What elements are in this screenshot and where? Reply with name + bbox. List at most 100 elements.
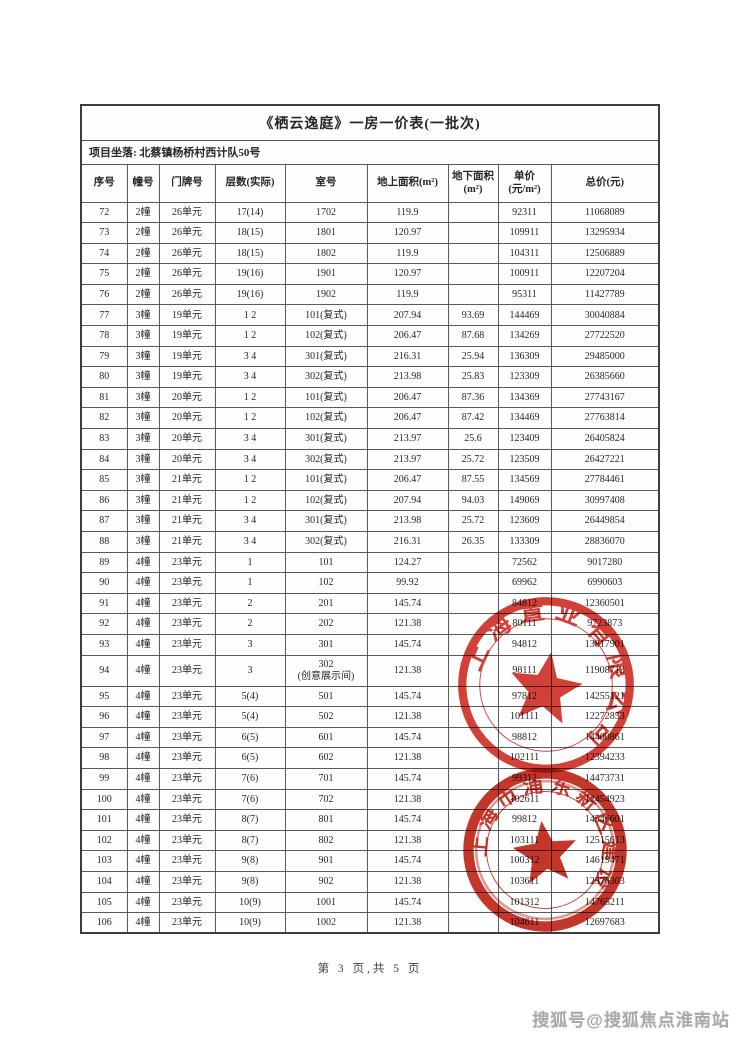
cell-unit: 26单元 [158, 201, 216, 224]
table-row: 91 4幢 23单元 2 201 145.74 84812 12360501 [80, 592, 660, 615]
cell-room: 902 [284, 870, 368, 893]
cell-total-price: 9723873 [550, 613, 660, 635]
cell-area-above: 120.97 [366, 222, 449, 244]
cell-room: 701 [284, 767, 368, 790]
cell-index: 101 [80, 809, 128, 831]
cell-unit-price: 100312 [497, 850, 552, 872]
table-row: 97 4幢 23单元 6(5) 601 145.74 98812 14400861 [80, 726, 660, 749]
cell-index: 80 [80, 366, 128, 388]
cell-area-above: 206.47 [366, 325, 449, 347]
cell-unit: 23单元 [158, 912, 216, 934]
table-row: 96 4幢 23单元 5(4) 502 121.38 101111 12272853 [80, 706, 660, 728]
table-row: 93 4幢 23单元 3 301 145.74 94812 13817901 [80, 633, 660, 656]
cell-area-below: 93.69 [447, 304, 499, 327]
cell-room: 101 [284, 551, 368, 574]
cell-index: 100 [80, 788, 128, 811]
column-header: 单价 (元/m²) [497, 163, 552, 203]
cell-area-below [447, 283, 499, 306]
cell-index: 78 [80, 325, 128, 347]
cell-unit: 20单元 [158, 448, 216, 471]
cell-index: 83 [80, 428, 128, 450]
cell-floor: 17(14) [214, 201, 286, 224]
cell-floor: 1 2 [214, 304, 286, 327]
cell-area-below [447, 788, 499, 811]
cell-unit: 23单元 [158, 613, 216, 635]
cell-unit-price: 99312 [497, 767, 552, 790]
cell-room: 901 [284, 850, 368, 872]
price-table: 《栖云逸庭》一房一价表(一批次) 项目坐落: 北蔡镇杨桥村西计队50号 序号 幢号… [80, 104, 661, 935]
table-row: 79 3幢 19单元 3 4 301(复式) 216.31 25.94 136309 29485… [80, 345, 660, 368]
cell-total-price: 14473731 [550, 767, 660, 790]
cell-total-price: 26385660 [550, 366, 660, 388]
cell-total-price: 12360501 [550, 592, 660, 615]
project-location-value: 北蔡镇杨桥村西计队50号 [139, 147, 261, 159]
cell-total-price: 13817901 [550, 633, 660, 656]
cell-unit-price: 80111 [497, 613, 552, 635]
cell-unit-price: 149069 [497, 489, 552, 512]
cell-area-below [447, 222, 499, 244]
cell-area-below [447, 891, 499, 914]
cell-index: 97 [80, 726, 128, 749]
cell-index: 103 [80, 850, 128, 872]
cell-area-above: 145.74 [366, 850, 449, 872]
table-title-row: 《栖云逸庭》一房一价表(一批次) [80, 104, 660, 141]
table-row: 73 2幢 26单元 18(15) 1801 120.97 109911 13295934 [80, 222, 660, 244]
cell-area-below: 87.68 [447, 325, 499, 347]
cell-unit: 21单元 [158, 510, 216, 532]
cell-area-above: 207.94 [366, 489, 449, 512]
table-row: 95 4幢 23单元 5(4) 501 145.74 97812 14255121 [80, 685, 660, 708]
cell-room: 1801 [284, 222, 368, 244]
cell-total-price: 27763814 [550, 407, 660, 430]
cell-room: 301(复式) [284, 428, 368, 450]
cell-building: 4幢 [126, 747, 160, 769]
cell-unit: 23单元 [158, 685, 216, 708]
column-header: 地下面积 (m²) [447, 163, 499, 203]
cell-area-above: 145.74 [366, 891, 449, 914]
cell-room: 1001 [284, 891, 368, 914]
table-row: 92 4幢 23单元 2 202 121.38 80111 9723873 [80, 613, 660, 635]
cell-unit: 23单元 [158, 788, 216, 811]
cell-total-price: 11068089 [550, 201, 660, 224]
cell-building: 3幢 [126, 366, 160, 388]
cell-floor: 1 [214, 572, 286, 594]
cell-floor: 19(16) [214, 283, 286, 306]
cell-room: 102(复式) [284, 325, 368, 347]
cell-unit-price: 136309 [497, 345, 552, 368]
cell-room: 302(复式) [284, 448, 368, 471]
table-row: 80 3幢 19单元 3 4 302(复式) 213.98 25.83 123309 26385… [80, 366, 660, 388]
cell-total-price: 14400861 [550, 726, 660, 749]
table-row: 99 4幢 23单元 7(6) 701 145.74 99312 14473731 [80, 767, 660, 790]
cell-floor: 9(8) [214, 870, 286, 893]
cell-unit: 23单元 [158, 633, 216, 656]
cell-index: 102 [80, 829, 128, 852]
page-number: 第 3 页,共 5 页 [317, 963, 423, 975]
column-header: 序号 [80, 163, 128, 203]
cell-total-price: 26427221 [550, 448, 660, 471]
cell-index: 105 [80, 891, 128, 914]
column-header: 幢号 [126, 163, 160, 203]
table-row: 88 3幢 21单元 3 4 302(复式) 216.31 26.35 133309 28836… [80, 531, 660, 553]
cell-area-below: 25.72 [447, 510, 499, 532]
cell-total-price: 14619471 [550, 850, 660, 872]
cell-room: 801 [284, 809, 368, 831]
column-header: 层数(实际) [214, 163, 286, 203]
cell-area-above: 145.74 [366, 685, 449, 708]
cell-index: 90 [80, 572, 128, 594]
table-row: 89 4幢 23单元 1 101 124.27 72562 9017280 [80, 551, 660, 574]
project-location: 项目坐落: 北蔡镇杨桥村西计队50号 [80, 139, 660, 165]
cell-area-above: 213.98 [366, 510, 449, 532]
cell-building: 4幢 [126, 654, 160, 687]
cell-index: 89 [80, 551, 128, 574]
cell-total-price: 12272853 [550, 706, 660, 728]
cell-area-below [447, 613, 499, 635]
cell-room: 501 [284, 685, 368, 708]
cell-unit-price: 101312 [497, 891, 552, 914]
cell-building: 4幢 [126, 572, 160, 594]
cell-total-price: 27743167 [550, 386, 660, 409]
cell-building: 4幢 [126, 891, 160, 914]
cell-floor: 1 2 [214, 386, 286, 409]
cell-building: 3幢 [126, 531, 160, 553]
cell-unit-price: 84812 [497, 592, 552, 615]
cell-area-above: 120.97 [366, 263, 449, 285]
cell-room: 302 (创意展示间) [284, 654, 368, 687]
